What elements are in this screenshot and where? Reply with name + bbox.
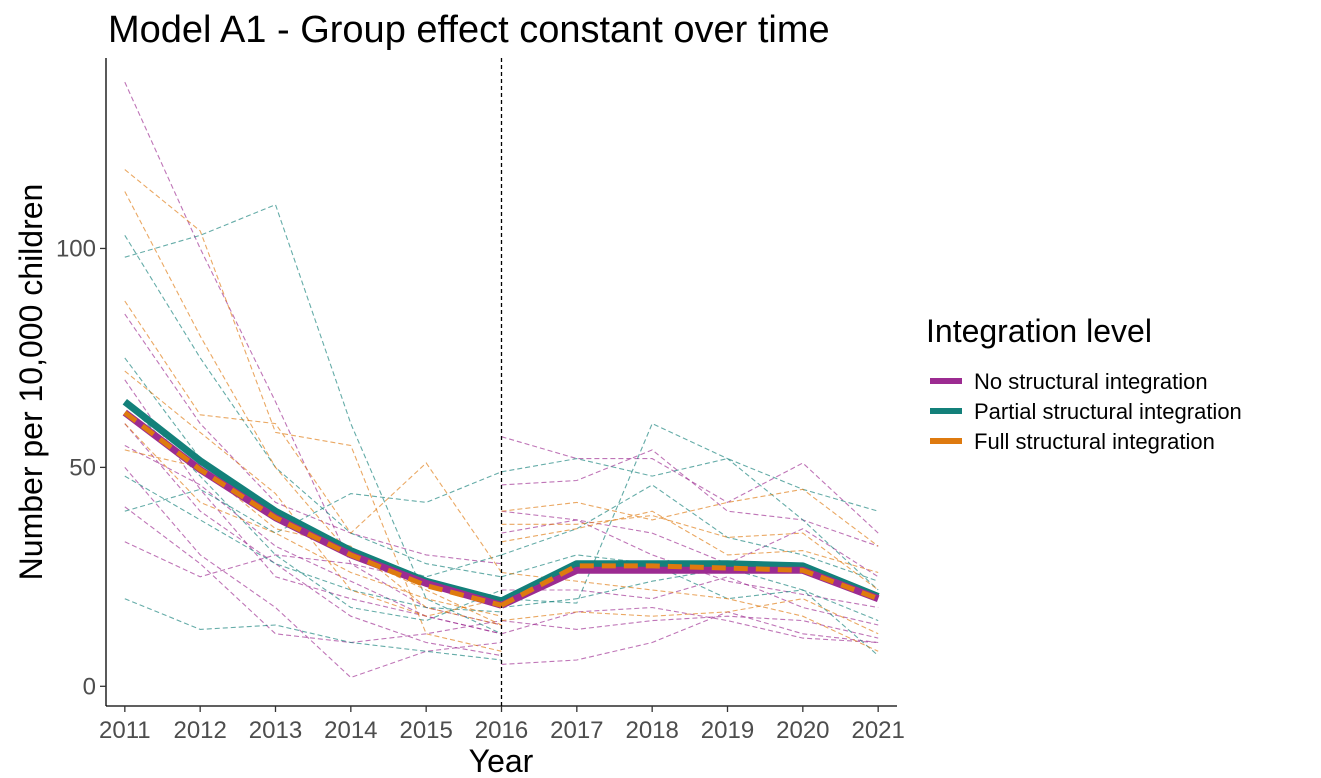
- legend-label: No structural integration: [974, 369, 1208, 394]
- individual-trajectory-line: [124, 169, 502, 652]
- individual-trajectory-line: [124, 357, 502, 578]
- individual-trajectory-line: [124, 445, 502, 635]
- legend: Integration level No structural integrat…: [926, 313, 1242, 454]
- series-line-no-structural-integration: [500, 566, 880, 609]
- individual-lines-layer: [124, 81, 879, 679]
- individual-trajectory-line: [124, 300, 502, 573]
- individual-trajectory-line: [501, 510, 879, 578]
- individual-trajectory-line: [124, 471, 502, 534]
- x-tick-label: 2013: [249, 717, 302, 744]
- individual-trajectory-line: [124, 235, 502, 578]
- x-axis-ticks: 2011 2012 2013 2014 2015 2016 2017 2018 2019 2020…: [99, 706, 905, 744]
- individual-trajectory-line: [501, 576, 879, 626]
- y-tick-label: 100: [56, 235, 96, 262]
- y-tick-label: 50: [69, 454, 96, 481]
- x-tick-label: 2020: [776, 717, 829, 744]
- individual-trajectory-line: [124, 203, 502, 635]
- chart-title: Model A1 - Group effect constant over ti…: [108, 9, 830, 51]
- individual-trajectory-line: [501, 519, 879, 609]
- individual-trajectory-line: [501, 615, 879, 639]
- x-tick-label: 2016: [475, 717, 528, 744]
- individual-trajectory-line: [501, 606, 879, 644]
- individual-trajectory-line: [501, 488, 879, 547]
- individual-trajectory-line: [501, 422, 879, 604]
- individual-trajectory-line: [501, 554, 879, 622]
- x-tick-label: 2018: [625, 717, 678, 744]
- legend-title: Integration level: [926, 313, 1152, 349]
- individual-trajectory-line: [124, 467, 502, 679]
- individual-trajectory-line: [124, 598, 502, 661]
- individual-trajectory-line: [124, 313, 502, 565]
- group-lines-layer: [122, 398, 880, 609]
- individual-trajectory-line: [501, 611, 879, 665]
- individual-trajectory-line: [124, 379, 502, 635]
- individual-trajectory-line: [124, 191, 502, 626]
- individual-trajectory-line: [124, 81, 502, 626]
- legend-label: Full structural integration: [974, 429, 1215, 454]
- individual-trajectory-line: [501, 484, 879, 582]
- x-tick-label: 2021: [851, 717, 904, 744]
- y-axis-title: Number per 10,000 children: [13, 184, 49, 581]
- legend-label: Partial structural integration: [974, 399, 1242, 424]
- series-line-full-structural-integration: [500, 563, 880, 608]
- individual-trajectory-line: [501, 514, 879, 591]
- individual-trajectory-line: [124, 370, 502, 617]
- individual-trajectory-line: [501, 567, 879, 657]
- individual-trajectory-line: [501, 598, 879, 635]
- x-tick-label: 2014: [324, 717, 377, 744]
- x-axis-title: Year: [469, 743, 534, 778]
- individual-trajectory-line: [124, 423, 502, 617]
- x-tick-label: 2011: [99, 717, 151, 744]
- series-line-full-structural-integration: [123, 410, 503, 608]
- individual-trajectory-line: [124, 506, 502, 644]
- x-tick-label: 2015: [399, 717, 452, 744]
- x-tick-label: 2019: [701, 717, 754, 744]
- individual-trajectory-line: [501, 458, 879, 512]
- y-axis-ticks: 0 50 100: [56, 235, 106, 700]
- individual-trajectory-line: [124, 423, 502, 657]
- individual-trajectory-line: [501, 436, 879, 534]
- x-tick-label: 2012: [173, 717, 226, 744]
- individual-trajectory-line: [501, 510, 879, 574]
- x-tick-label: 2017: [550, 717, 603, 744]
- y-tick-label: 0: [83, 673, 96, 700]
- individual-trajectory-line: [124, 475, 502, 613]
